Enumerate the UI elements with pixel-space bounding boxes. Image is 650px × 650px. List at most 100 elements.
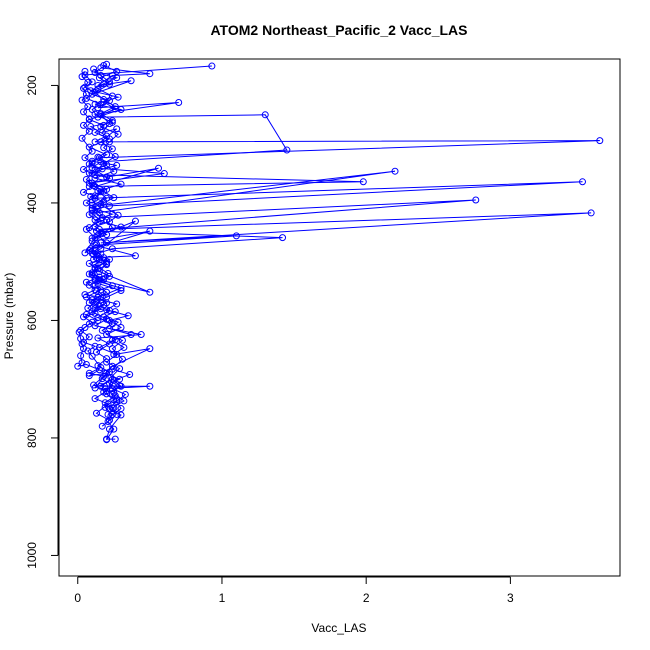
data-point bbox=[114, 130, 122, 138]
data-point bbox=[91, 305, 99, 313]
data-point bbox=[103, 216, 111, 224]
data-point bbox=[75, 328, 83, 336]
data-point bbox=[91, 384, 99, 392]
data-point bbox=[88, 159, 96, 167]
data-point bbox=[146, 345, 154, 353]
data-point bbox=[95, 366, 103, 374]
data-point bbox=[97, 110, 105, 118]
data-point bbox=[131, 252, 139, 260]
data-point bbox=[114, 318, 122, 326]
data-point bbox=[111, 308, 119, 316]
data-point bbox=[82, 225, 90, 233]
data-point bbox=[131, 217, 139, 225]
data-point bbox=[116, 365, 124, 373]
data-point bbox=[100, 313, 108, 321]
y-tick-label: 400 bbox=[25, 193, 39, 213]
data-point bbox=[113, 161, 121, 169]
data-point bbox=[107, 412, 115, 420]
data-point bbox=[104, 417, 112, 425]
data-point bbox=[113, 300, 121, 308]
x-tick-label: 3 bbox=[507, 591, 514, 605]
data-point bbox=[84, 79, 92, 86]
data-point bbox=[283, 146, 291, 154]
data-point bbox=[108, 224, 116, 232]
data-point bbox=[359, 178, 367, 186]
x-tick-label: 1 bbox=[219, 591, 226, 605]
series-line-6 bbox=[91, 65, 151, 417]
data-point bbox=[108, 362, 116, 370]
data-point bbox=[117, 180, 125, 188]
data-point bbox=[91, 222, 99, 230]
data-point bbox=[587, 209, 595, 217]
data-point bbox=[103, 299, 111, 307]
data-point bbox=[85, 127, 93, 135]
data-point bbox=[85, 372, 93, 380]
data-point bbox=[108, 145, 116, 153]
y-tick-label: 600 bbox=[25, 310, 39, 330]
y-tick-label: 1000 bbox=[25, 542, 39, 569]
data-point bbox=[94, 187, 102, 195]
data-point bbox=[91, 309, 99, 317]
data-point bbox=[88, 147, 96, 155]
data-point bbox=[77, 352, 85, 360]
data-point bbox=[105, 202, 113, 210]
data-point bbox=[110, 194, 118, 202]
data-point bbox=[108, 92, 116, 100]
data-point bbox=[94, 153, 102, 161]
data-point bbox=[155, 164, 163, 172]
data-point bbox=[103, 231, 111, 239]
data-point bbox=[108, 117, 116, 125]
data-point bbox=[100, 61, 108, 69]
data-point bbox=[110, 404, 118, 412]
x-tick-label: 2 bbox=[363, 591, 370, 605]
data-point bbox=[85, 369, 93, 377]
data-point bbox=[208, 62, 216, 70]
data-point bbox=[110, 167, 118, 175]
data-point bbox=[103, 355, 111, 363]
data-point bbox=[113, 398, 121, 406]
data-point bbox=[98, 422, 106, 430]
data-point bbox=[160, 170, 168, 178]
data-point bbox=[279, 234, 287, 242]
data-point bbox=[80, 108, 88, 116]
data-point bbox=[91, 88, 99, 96]
data-point bbox=[596, 137, 604, 145]
plot-frame bbox=[58, 58, 621, 577]
y-tick-label: 800 bbox=[25, 428, 39, 448]
y-axis: 200 400 600 800 1000 bbox=[25, 75, 59, 569]
data-point bbox=[111, 103, 119, 111]
data-point bbox=[78, 134, 86, 142]
data-point bbox=[108, 410, 116, 418]
data-point bbox=[111, 105, 119, 113]
data-point bbox=[80, 165, 88, 173]
data-point bbox=[88, 352, 96, 360]
data-point bbox=[85, 211, 93, 219]
data-point bbox=[88, 271, 96, 279]
data-point bbox=[100, 254, 108, 262]
data-point bbox=[97, 138, 105, 146]
data-point bbox=[88, 201, 96, 209]
data-layer bbox=[74, 60, 604, 444]
data-point bbox=[121, 390, 129, 398]
data-point bbox=[108, 336, 116, 344]
data-point bbox=[103, 261, 111, 269]
data-point bbox=[84, 103, 92, 111]
chart-title: ATOM2 Northeast_Pacific_2 Vacc_LAS bbox=[210, 22, 467, 38]
data-point bbox=[78, 96, 86, 104]
data-point bbox=[93, 409, 100, 417]
data-point bbox=[93, 240, 100, 248]
data-point bbox=[146, 227, 154, 235]
series-line-2 bbox=[88, 67, 600, 415]
data-point bbox=[101, 369, 109, 377]
data-point bbox=[91, 276, 99, 284]
data-point bbox=[94, 334, 102, 342]
data-point bbox=[391, 167, 399, 175]
data-point bbox=[93, 298, 100, 306]
data-point bbox=[91, 342, 99, 350]
data-point bbox=[82, 293, 90, 301]
data-point bbox=[105, 425, 113, 433]
series-line-3 bbox=[83, 65, 396, 440]
data-point bbox=[94, 231, 102, 239]
data-point bbox=[91, 395, 99, 403]
